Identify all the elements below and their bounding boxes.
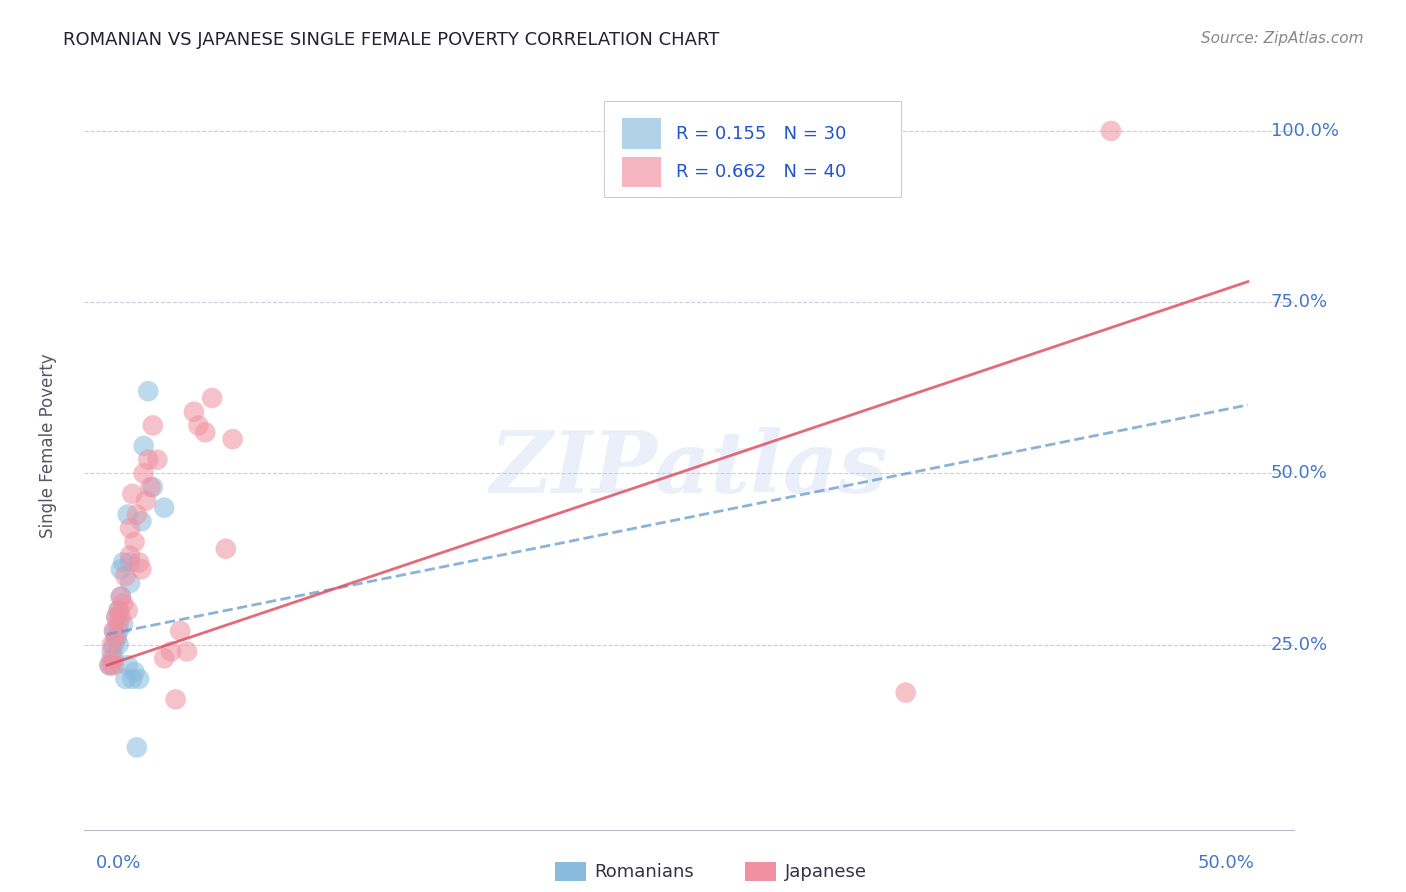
Point <box>118 576 141 591</box>
Text: R = 0.662   N = 40: R = 0.662 N = 40 <box>676 163 846 181</box>
Point <box>107 617 129 632</box>
Point <box>98 658 121 673</box>
Point <box>103 658 125 673</box>
Point <box>103 638 125 652</box>
Point <box>121 487 143 501</box>
Point <box>117 508 139 522</box>
Point <box>153 651 176 665</box>
Point <box>107 624 129 638</box>
Text: 50.0%: 50.0% <box>1271 465 1327 483</box>
Point <box>118 556 141 570</box>
Point <box>135 493 157 508</box>
Point <box>183 405 205 419</box>
Text: R = 0.155   N = 30: R = 0.155 N = 30 <box>676 125 846 143</box>
Point <box>103 624 125 638</box>
Point <box>114 569 136 583</box>
Point <box>105 610 128 624</box>
Point <box>103 651 125 665</box>
Point <box>125 508 148 522</box>
Point <box>118 549 141 563</box>
Point <box>107 603 129 617</box>
Point <box>136 452 159 467</box>
Point <box>139 480 162 494</box>
Text: ROMANIAN VS JAPANESE SINGLE FEMALE POVERTY CORRELATION CHART: ROMANIAN VS JAPANESE SINGLE FEMALE POVER… <box>63 31 720 49</box>
Text: Japanese: Japanese <box>785 863 866 881</box>
Point <box>1099 124 1122 138</box>
Point <box>110 610 132 624</box>
Point <box>169 624 191 638</box>
Point <box>110 562 132 576</box>
Point <box>136 384 159 399</box>
Point <box>194 425 217 440</box>
Point <box>100 638 122 652</box>
Point <box>187 418 209 433</box>
Point <box>132 467 155 481</box>
Point <box>110 590 132 604</box>
Point <box>142 418 165 433</box>
Point <box>689 124 711 138</box>
Point <box>132 439 155 453</box>
Point <box>114 672 136 686</box>
Point <box>105 631 128 645</box>
Text: 75.0%: 75.0% <box>1271 293 1327 311</box>
Point <box>103 624 125 638</box>
Point <box>165 692 187 706</box>
Point <box>153 500 176 515</box>
Point <box>201 391 224 405</box>
Text: 100.0%: 100.0% <box>1271 122 1339 140</box>
Point <box>176 644 198 658</box>
Point <box>105 631 128 645</box>
Point <box>124 535 146 549</box>
Point <box>128 672 150 686</box>
Point <box>128 556 150 570</box>
Point <box>131 514 153 528</box>
Point <box>117 603 139 617</box>
Point <box>894 685 917 699</box>
Point <box>105 610 128 624</box>
Point <box>146 452 169 467</box>
Point <box>112 556 135 570</box>
Point <box>221 432 243 446</box>
Text: Single Female Poverty: Single Female Poverty <box>39 354 58 538</box>
Text: Romanians: Romanians <box>595 863 695 881</box>
Point <box>118 521 141 535</box>
Point <box>124 665 146 679</box>
Point <box>112 617 135 632</box>
Point <box>125 740 148 755</box>
FancyBboxPatch shape <box>605 101 901 197</box>
Text: ZIPatlas: ZIPatlas <box>489 427 889 511</box>
Point <box>142 480 165 494</box>
Point <box>121 672 143 686</box>
Bar <box>623 119 661 149</box>
Point <box>112 597 135 611</box>
Point <box>107 638 129 652</box>
Point <box>100 658 122 673</box>
Point <box>110 590 132 604</box>
Text: Source: ZipAtlas.com: Source: ZipAtlas.com <box>1201 31 1364 46</box>
Text: 0.0%: 0.0% <box>96 854 141 871</box>
Point <box>117 658 139 673</box>
Text: 50.0%: 50.0% <box>1198 854 1254 871</box>
Point <box>131 562 153 576</box>
Point <box>98 658 121 673</box>
Point <box>107 603 129 617</box>
Point <box>160 644 183 658</box>
Point <box>215 541 238 556</box>
Point <box>100 651 122 665</box>
Bar <box>623 157 661 187</box>
Text: 25.0%: 25.0% <box>1271 636 1327 654</box>
Point <box>100 644 122 658</box>
